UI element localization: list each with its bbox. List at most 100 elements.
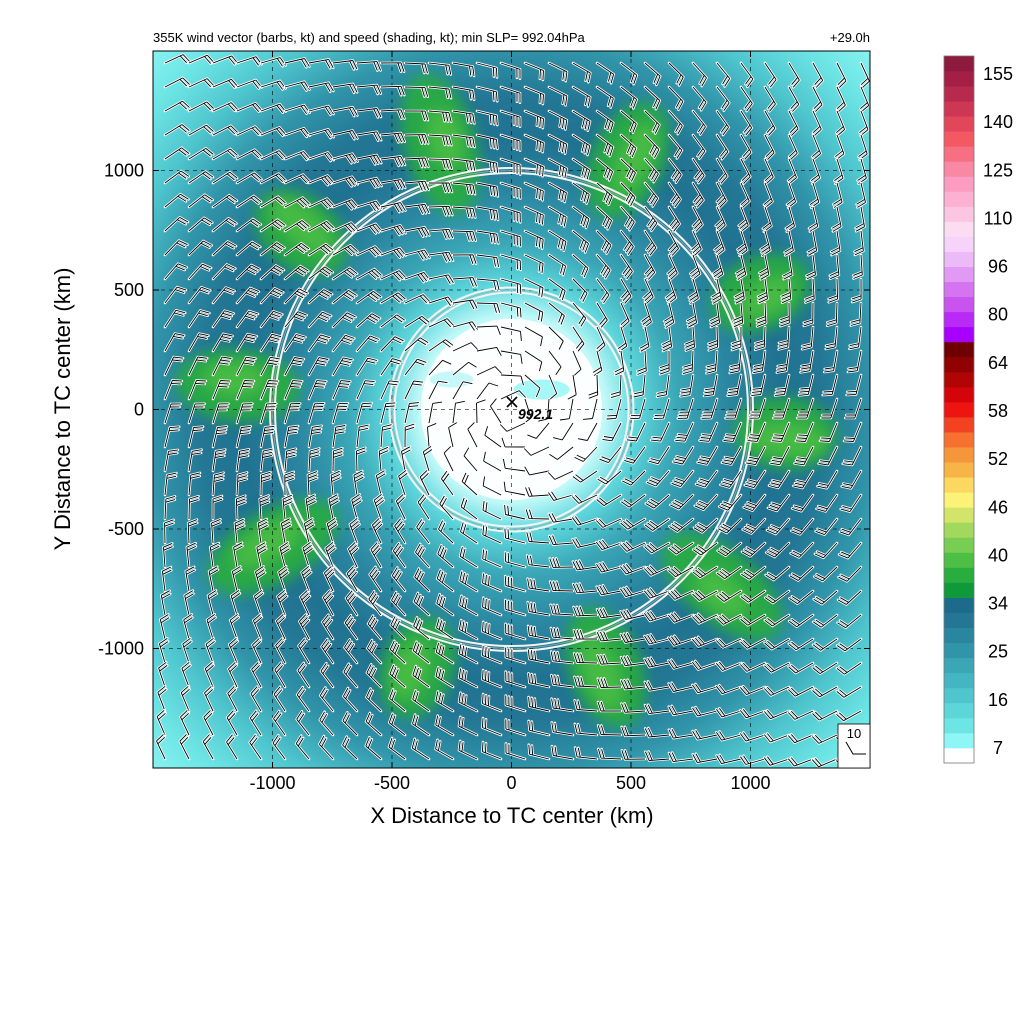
wind-barb (249, 710, 262, 736)
wind-barb (574, 446, 598, 462)
wind-barb (596, 254, 611, 279)
wind-barb (667, 589, 694, 600)
wind-barb (524, 350, 543, 372)
wind-barb (528, 697, 550, 712)
wind-barb (602, 422, 622, 442)
wind-barb (597, 678, 622, 688)
colorbar-segment (944, 717, 974, 734)
wind-barb (504, 552, 526, 568)
wind-barb (500, 326, 522, 341)
wind-barb (332, 106, 358, 117)
wind-barb (404, 249, 430, 260)
wind-barb (476, 399, 486, 424)
wind-barb (260, 219, 286, 232)
x-tick-label: -1000 (249, 773, 295, 793)
wind-barb (365, 737, 382, 760)
wind-barb (319, 711, 334, 736)
wind-barb (209, 542, 220, 568)
wind-barb (538, 398, 550, 422)
wind-barb (836, 686, 862, 698)
wind-barb (452, 230, 477, 241)
gale-patch-core (750, 422, 827, 457)
wind-barb (413, 617, 430, 640)
wind-barb (524, 278, 544, 298)
wind-barb (574, 723, 598, 736)
wind-barb (524, 254, 544, 273)
wind-barb (551, 722, 574, 736)
wind-barb (619, 541, 646, 552)
wind-barb (641, 302, 652, 329)
wind-barb (308, 357, 329, 376)
colorbar-segment (944, 146, 974, 162)
wind-barb (768, 470, 790, 489)
wind-barb (548, 278, 566, 300)
wind-barb (164, 472, 177, 496)
reference-barb-box (837, 723, 871, 769)
wind-barb (597, 748, 622, 760)
wind-barb (855, 206, 865, 232)
wind-barb (332, 176, 359, 187)
wind-barb (592, 350, 603, 376)
wind-barb (164, 356, 184, 376)
wind-barb (505, 671, 526, 688)
wind-barb (524, 326, 543, 347)
wind-barb (164, 147, 190, 160)
wind-barb (692, 86, 707, 111)
wind-barb (787, 710, 814, 720)
wind-barb (787, 734, 814, 744)
wind-barb (428, 251, 454, 262)
wind-barb (693, 518, 718, 533)
wind-barb (260, 333, 282, 352)
wind-barb (380, 224, 406, 236)
wind-barb (332, 334, 355, 352)
wind-barb (671, 470, 694, 488)
wind-barb (639, 326, 650, 352)
wind-barb (256, 542, 267, 568)
wind-barb (275, 638, 286, 664)
wind-barb (156, 734, 166, 760)
wind-barb (378, 446, 389, 472)
wind-barb (452, 361, 477, 376)
wind-barb (548, 491, 574, 501)
wind-barb (669, 518, 694, 532)
wind-barb (302, 541, 313, 568)
wind-barb (789, 590, 814, 604)
chart-title: 355K wind vector (barbs, kt) and speed (… (153, 30, 586, 45)
wind-barb (527, 602, 550, 616)
wind-barb (482, 621, 502, 640)
wind-barb (344, 614, 358, 640)
wind-barb (620, 86, 638, 109)
wind-barb (740, 158, 751, 184)
wind-barb (667, 635, 694, 646)
wind-barb (180, 685, 190, 712)
wind-barb (204, 661, 214, 688)
wind-barb (482, 573, 502, 592)
wind-barb (860, 86, 870, 113)
wind-barb (505, 623, 526, 640)
wind-barb (620, 518, 646, 530)
wind-barb (460, 522, 478, 544)
wind-barb (380, 179, 406, 190)
wind-barb (428, 274, 454, 284)
wind-barb (808, 206, 819, 232)
wind-barb (829, 254, 840, 280)
wind-barb (648, 446, 670, 465)
wind-barb (395, 494, 406, 520)
wind-barb (549, 558, 574, 568)
wind-barb (260, 448, 273, 472)
x-tick-label: 500 (616, 773, 646, 793)
wind-barb (572, 350, 582, 377)
wind-barb (298, 638, 310, 664)
colorbar-segment (944, 341, 974, 358)
wind-barb (644, 206, 658, 232)
wind-barb (504, 599, 526, 616)
wind-barb (429, 182, 453, 193)
y-tick-label: -500 (108, 519, 144, 539)
colorbar-segment (944, 296, 974, 313)
wind-barb (428, 339, 454, 352)
wind-barb (303, 518, 315, 544)
wind-barb (727, 374, 742, 397)
wind-barb (260, 425, 275, 448)
wind-barb (691, 230, 702, 257)
wind-barb (756, 302, 767, 327)
